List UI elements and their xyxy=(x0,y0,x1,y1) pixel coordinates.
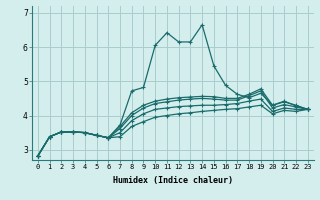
X-axis label: Humidex (Indice chaleur): Humidex (Indice chaleur) xyxy=(113,176,233,185)
